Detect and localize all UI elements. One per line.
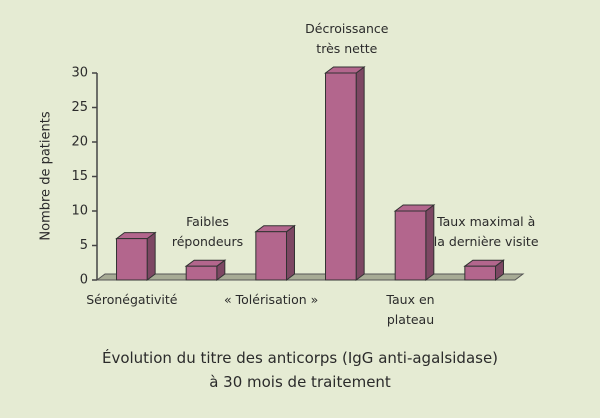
bar-face <box>394 210 427 281</box>
y-tick-label: 25 <box>71 100 88 115</box>
x-axis-title: Évolution du titre des anticorps (IgG an… <box>101 349 499 391</box>
y-tick-label: 15 <box>71 169 88 184</box>
bar-face <box>255 231 287 281</box>
floor <box>95 273 525 281</box>
x-tick-label: Séronégativité <box>86 292 178 307</box>
x-tick-label: Décroissance très nette <box>305 21 389 56</box>
bar-face <box>116 238 148 281</box>
y-tick-label: 5 <box>80 238 88 253</box>
bar <box>393 204 436 281</box>
bar-face <box>285 224 295 281</box>
y-tick-label: 0 <box>80 273 88 288</box>
x-tick-label: Faibles répondeurs <box>171 214 244 250</box>
bar <box>463 259 505 281</box>
bar <box>184 259 227 281</box>
bar <box>324 66 366 281</box>
y-axis-label: Nombre de patients <box>39 111 54 240</box>
bar-face <box>325 72 357 281</box>
y-tick-label: 10 <box>71 204 88 219</box>
y-tick-label: 30 <box>71 66 88 81</box>
y-tick-label: 20 <box>71 135 88 150</box>
bar-face <box>355 66 365 281</box>
x-tick-label: Taux maximal à la dernière visite <box>433 214 539 250</box>
x-tick-label: « Tolérisation » <box>224 292 319 307</box>
bar-face <box>185 265 218 281</box>
x-tick-label: Taux en plateau <box>386 292 435 327</box>
bar <box>254 224 296 281</box>
bar <box>115 231 157 281</box>
bar-face <box>464 265 496 281</box>
